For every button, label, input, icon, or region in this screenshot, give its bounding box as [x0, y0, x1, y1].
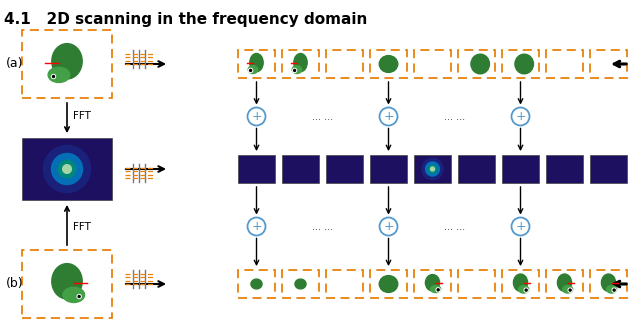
- Ellipse shape: [52, 44, 82, 79]
- Text: +: +: [383, 110, 394, 123]
- Text: +: +: [515, 110, 526, 123]
- Bar: [502, 155, 539, 183]
- Text: ... ...: ... ...: [444, 221, 465, 231]
- Text: +: +: [515, 220, 526, 233]
- Ellipse shape: [295, 279, 306, 289]
- Circle shape: [44, 145, 91, 193]
- Circle shape: [58, 160, 76, 178]
- Circle shape: [569, 289, 571, 291]
- Bar: [546, 50, 583, 78]
- Circle shape: [431, 167, 435, 171]
- Circle shape: [77, 294, 81, 298]
- Bar: [22, 250, 112, 318]
- Bar: [282, 155, 319, 183]
- Circle shape: [292, 68, 296, 72]
- Ellipse shape: [515, 54, 534, 74]
- Text: (a): (a): [6, 58, 24, 70]
- Circle shape: [436, 288, 440, 292]
- Ellipse shape: [380, 276, 397, 292]
- Circle shape: [429, 165, 436, 173]
- Text: FFT: FFT: [73, 111, 91, 121]
- Ellipse shape: [607, 286, 617, 293]
- Ellipse shape: [52, 264, 82, 299]
- Bar: [238, 155, 275, 183]
- Ellipse shape: [292, 66, 301, 73]
- Text: +: +: [383, 220, 394, 233]
- Bar: [326, 50, 363, 78]
- Text: (b): (b): [6, 277, 24, 290]
- Circle shape: [422, 158, 443, 180]
- Ellipse shape: [513, 274, 527, 291]
- Ellipse shape: [431, 285, 441, 292]
- Bar: [458, 155, 495, 183]
- Ellipse shape: [602, 274, 616, 291]
- Bar: [370, 270, 407, 298]
- Bar: [22, 138, 112, 200]
- Bar: [370, 50, 407, 78]
- Circle shape: [525, 289, 527, 291]
- Ellipse shape: [471, 54, 490, 74]
- Circle shape: [51, 74, 56, 78]
- Bar: [590, 155, 627, 183]
- Bar: [502, 270, 539, 298]
- Bar: [546, 155, 583, 183]
- Text: 4.1   2D scanning in the frequency domain: 4.1 2D scanning in the frequency domain: [4, 12, 367, 27]
- Text: ... ...: ... ...: [444, 112, 465, 122]
- Circle shape: [52, 75, 54, 77]
- Ellipse shape: [426, 275, 440, 291]
- Bar: [282, 270, 319, 298]
- Bar: [414, 155, 451, 183]
- Ellipse shape: [248, 66, 258, 73]
- Circle shape: [294, 69, 296, 71]
- Circle shape: [568, 288, 572, 292]
- Ellipse shape: [563, 286, 573, 293]
- Circle shape: [248, 68, 253, 72]
- Bar: [458, 50, 495, 78]
- Circle shape: [51, 153, 83, 185]
- Ellipse shape: [380, 56, 397, 72]
- Bar: [326, 155, 363, 183]
- Bar: [414, 270, 451, 298]
- Circle shape: [437, 289, 439, 291]
- Text: ... ...: ... ...: [312, 221, 333, 231]
- Text: +: +: [251, 110, 262, 123]
- Circle shape: [426, 162, 440, 176]
- Circle shape: [78, 295, 80, 297]
- Bar: [238, 270, 275, 298]
- Ellipse shape: [250, 54, 263, 72]
- Bar: [326, 270, 363, 298]
- Circle shape: [63, 165, 71, 173]
- Bar: [590, 270, 627, 298]
- Bar: [238, 50, 275, 78]
- Ellipse shape: [251, 279, 262, 289]
- Bar: [22, 30, 112, 98]
- Bar: [546, 270, 583, 298]
- Circle shape: [612, 288, 616, 292]
- Bar: [590, 50, 627, 78]
- Ellipse shape: [518, 286, 529, 293]
- Ellipse shape: [557, 274, 572, 291]
- Circle shape: [524, 288, 528, 292]
- Bar: [370, 155, 407, 183]
- Circle shape: [613, 289, 615, 291]
- Bar: [502, 50, 539, 78]
- Bar: [458, 270, 495, 298]
- Bar: [282, 50, 319, 78]
- Bar: [414, 50, 451, 78]
- Ellipse shape: [48, 67, 70, 82]
- Text: +: +: [251, 220, 262, 233]
- Circle shape: [250, 69, 252, 71]
- Text: FFT: FFT: [73, 222, 91, 232]
- Ellipse shape: [63, 287, 84, 303]
- Ellipse shape: [294, 54, 307, 72]
- Text: ... ...: ... ...: [312, 112, 333, 122]
